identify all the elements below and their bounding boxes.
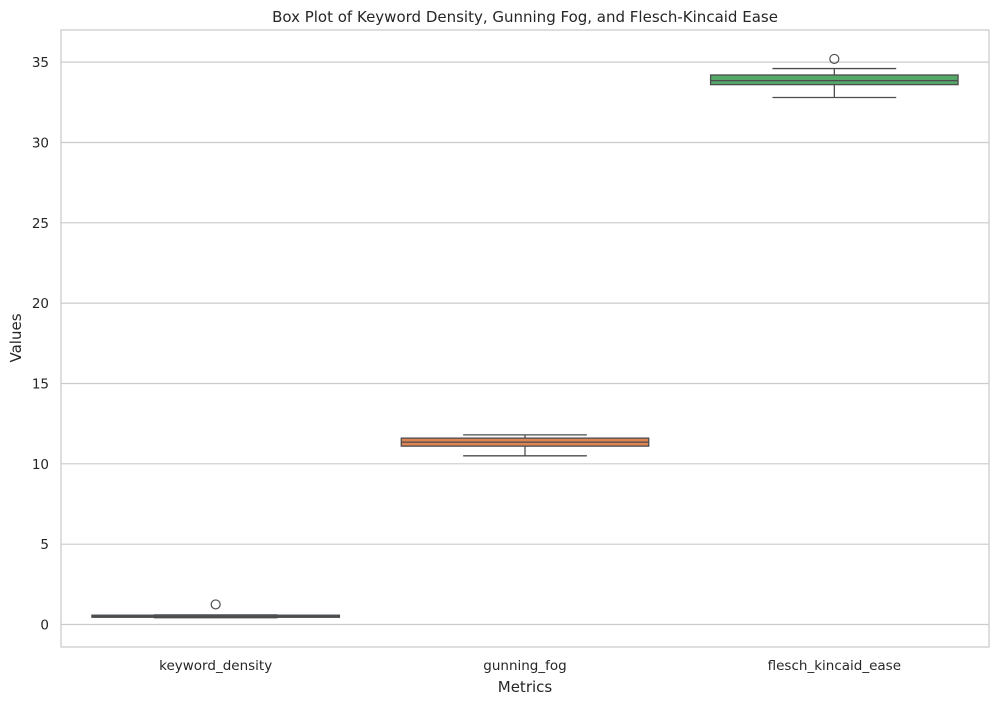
y-tick-labels: 0 5 10 15 20 25 30 35 bbox=[32, 55, 49, 633]
outlier-point bbox=[210, 599, 221, 610]
box-body bbox=[709, 74, 959, 86]
box-gunning_fog bbox=[400, 434, 650, 457]
x-tick-labels: keyword_density gunning_fog flesch_kincaid… bbox=[159, 658, 901, 674]
y-tick-label: 10 bbox=[32, 457, 49, 473]
y-tick-label: 0 bbox=[40, 618, 49, 634]
box-flesch_kincaid_ease bbox=[709, 53, 959, 99]
y-tick-label: 20 bbox=[32, 296, 49, 312]
y-tick-label: 25 bbox=[32, 216, 49, 232]
chart-title: Box Plot of Keyword Density, Gunning Fog… bbox=[272, 8, 778, 26]
y-tick-label: 15 bbox=[32, 376, 49, 392]
x-axis-label: Metrics bbox=[498, 678, 553, 696]
x-tick-label: keyword_density bbox=[159, 658, 272, 674]
y-tick-label: 35 bbox=[32, 55, 49, 71]
box-keyword_density bbox=[91, 599, 341, 619]
gridlines bbox=[61, 61, 989, 626]
y-tick-label: 5 bbox=[40, 537, 49, 553]
y-axis-label: Values bbox=[7, 313, 25, 362]
outlier-point bbox=[829, 53, 840, 65]
y-tick-label: 30 bbox=[32, 135, 49, 151]
box-series bbox=[91, 53, 959, 619]
x-tick-label: flesch_kincaid_ease bbox=[768, 658, 901, 674]
plot-frame bbox=[60, 29, 990, 648]
x-tick-label: gunning_fog bbox=[483, 658, 566, 674]
